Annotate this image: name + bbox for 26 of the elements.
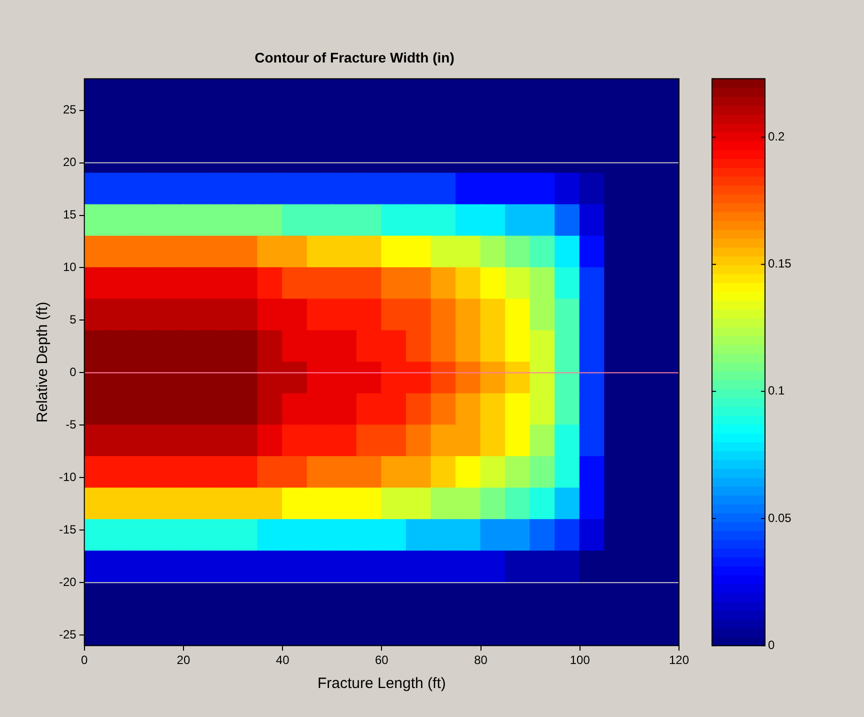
y-tick-label: -20	[59, 574, 77, 589]
chart-title: Contour of Fracture Width (in)	[254, 49, 454, 66]
y-tick-label: 25	[62, 102, 77, 117]
y-tick-label: -5	[66, 417, 77, 432]
x-tick-label: 80	[474, 653, 488, 668]
y-tick-label: 10	[62, 260, 77, 274]
y-tick-label: 0	[70, 365, 77, 380]
color-bar-label: 0	[768, 638, 775, 652]
x-tick-label: 100	[570, 653, 590, 668]
x-tick-label: 60	[374, 653, 389, 668]
x-tick-label: 20	[176, 653, 190, 668]
y-tick-label: 15	[62, 208, 77, 222]
y-tick-label: -10	[59, 470, 77, 484]
color-bar-label: 0.1	[768, 384, 786, 398]
y-tick-label: -25	[59, 627, 77, 642]
x-axis-title: Fracture Length (ft)	[317, 675, 446, 692]
color-bar-label: 0.2	[768, 130, 786, 144]
y-tick-label: 20	[62, 155, 77, 170]
x-tick-label: 40	[276, 653, 290, 668]
y-tick-label: -15	[59, 522, 77, 536]
color-bar-label: 0.15	[768, 256, 792, 271]
y-tick-label: 5	[70, 312, 77, 327]
y-axis-title: Relative Depth (ft)	[34, 302, 52, 423]
x-tick-label: 0	[81, 653, 88, 668]
x-tick-label: 120	[668, 653, 690, 668]
color-bar-label: 0.05	[768, 510, 792, 525]
